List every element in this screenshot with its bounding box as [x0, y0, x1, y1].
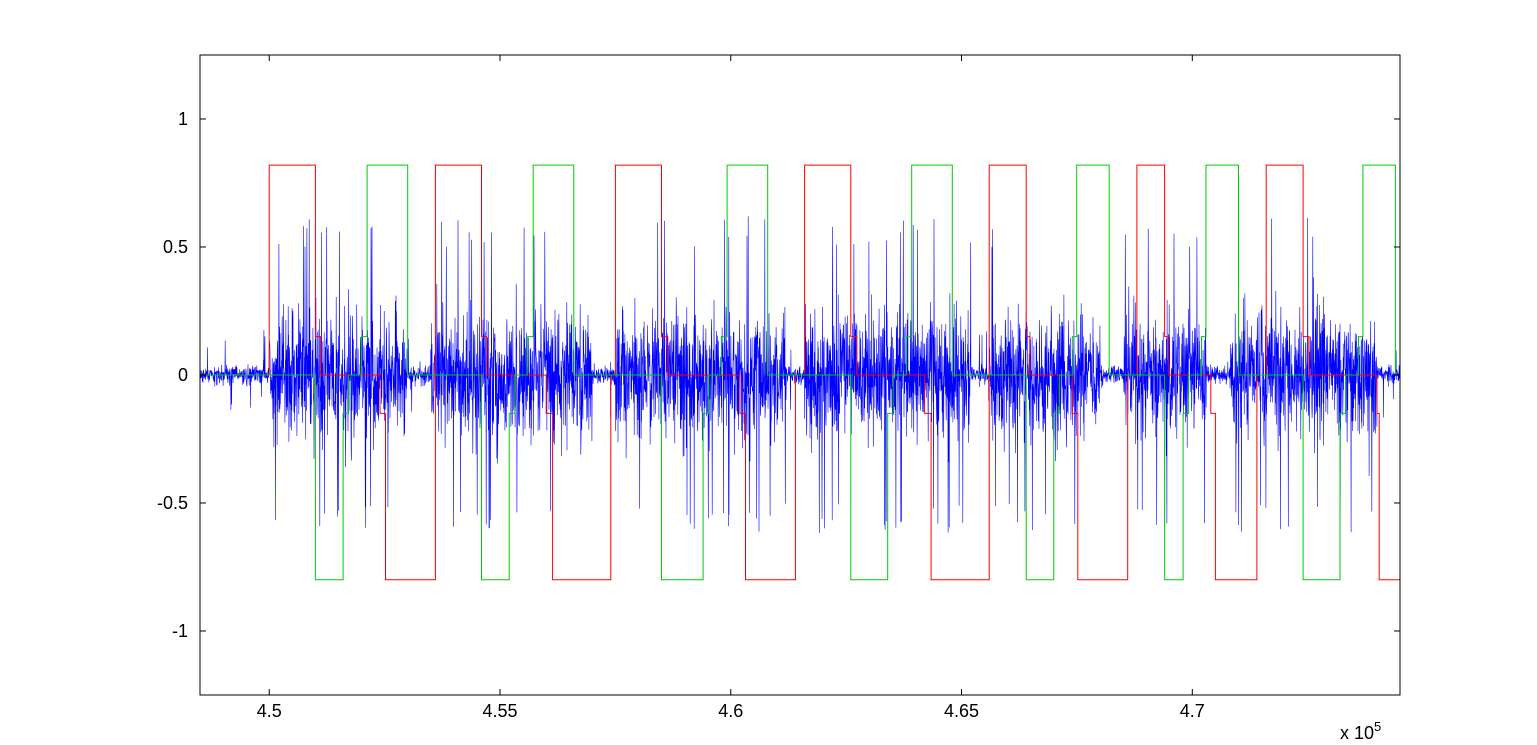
y-tick-label: 0	[178, 365, 188, 385]
x-tick-label: 4.5	[257, 701, 282, 721]
x-tick-label: 4.65	[944, 701, 979, 721]
x-tick-label: 4.6	[718, 701, 743, 721]
y-tick-label: -0.5	[157, 493, 188, 513]
x-exponent-label: x 105	[1340, 719, 1381, 743]
y-tick-label: 0.5	[163, 237, 188, 257]
x-tick-label: 4.7	[1180, 701, 1205, 721]
waveform-chart: 4.5 4.55 4.6 4.65 4.7 -1 -0.5 0 0.5 1 x 105	[0, 0, 1537, 745]
y-tick-label: 1	[178, 109, 188, 129]
x-tick-label: 4.55	[482, 701, 517, 721]
y-tick-label: -1	[172, 621, 188, 641]
